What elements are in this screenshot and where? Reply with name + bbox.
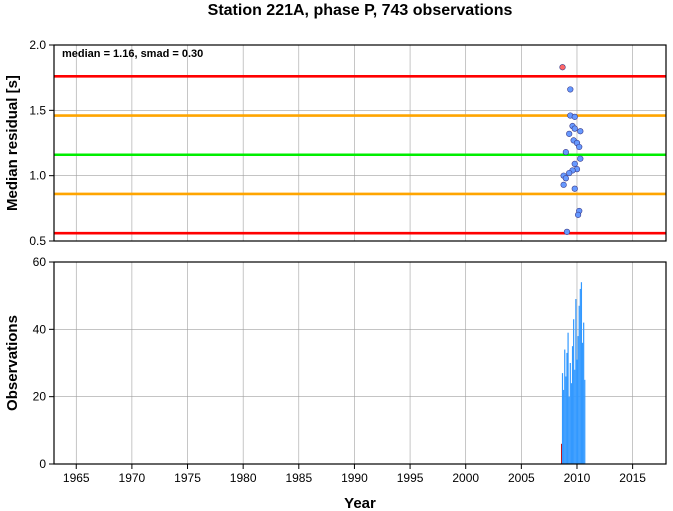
- observation-bar: [566, 352, 568, 464]
- data-point: [571, 113, 578, 120]
- data-point: [566, 130, 573, 137]
- data-point: [563, 228, 571, 235]
- outlier-point: [559, 64, 566, 71]
- observation-bar: [575, 299, 577, 464]
- observations-y-axis-label: Observations: [4, 315, 21, 411]
- y-tick-label: 40: [33, 322, 47, 336]
- x-tick-label: 1995: [397, 471, 424, 485]
- data-point: [571, 160, 578, 168]
- y-tick-label: 0: [39, 457, 46, 471]
- data-point: [577, 128, 584, 135]
- observation-bar: [573, 319, 575, 464]
- observation-bar: [577, 336, 579, 464]
- x-tick-label: 1980: [230, 471, 257, 485]
- observation-bar: [579, 288, 581, 464]
- x-tick-label: 1970: [119, 471, 146, 485]
- observation-bar: [570, 383, 573, 464]
- observation-bar: [569, 363, 571, 464]
- observation-bar: [584, 379, 586, 464]
- data-point: [560, 181, 567, 188]
- x-tick-label: 1975: [174, 471, 201, 485]
- y-tick-label: 1.5: [29, 103, 46, 117]
- data-point: [566, 169, 573, 177]
- y-tick-label: 20: [33, 390, 47, 404]
- observation-bar: [571, 346, 574, 464]
- y-tick-label: 0.5: [29, 234, 46, 248]
- y-tick-label: 2.0: [29, 38, 46, 52]
- observation-bar: [580, 282, 583, 464]
- observations-panel-frame: [53, 261, 667, 465]
- observation-bar: [561, 373, 564, 464]
- observation-bar: [565, 376, 567, 464]
- outlier-bar: [561, 443, 563, 464]
- x-tick-label: 1965: [63, 471, 90, 485]
- observation-bar: [574, 369, 576, 464]
- data-point: [562, 149, 569, 156]
- data-point: [562, 175, 569, 182]
- observation-bar: [568, 396, 570, 464]
- x-tick-label: 1990: [341, 471, 368, 485]
- observation-bar: [563, 389, 565, 464]
- x-axis-label: Year: [344, 495, 376, 511]
- data-point: [577, 155, 584, 162]
- observation-bar: [578, 305, 580, 464]
- data-point: [567, 86, 574, 93]
- data-point: [574, 211, 582, 218]
- data-point: [571, 125, 578, 132]
- x-tick-label: 2005: [508, 471, 535, 485]
- data-point: [571, 185, 578, 192]
- chart-title: Station 221A, phase P, 743 observations: [208, 2, 513, 19]
- y-tick-label: 1.0: [29, 169, 46, 183]
- data-point: [576, 143, 583, 151]
- observation-bar: [583, 322, 585, 464]
- observation-bar: [581, 342, 584, 464]
- observation-bar: [567, 332, 569, 464]
- x-tick-label: 1985: [285, 471, 312, 485]
- x-tick-label: 2015: [619, 471, 646, 485]
- x-tick-label: 2010: [564, 471, 591, 485]
- stats-annotation: median = 1.16, smad = 0.30: [62, 48, 203, 60]
- y-tick-label: 60: [33, 255, 47, 269]
- observations-panel: 0 20 40 60 1965 1970 1975 1980 1985 1990 1995 2000…: [4, 255, 667, 511]
- x-tick-label: 2000: [452, 471, 479, 485]
- observation-bar: [576, 359, 578, 464]
- observation-bar: [564, 349, 566, 464]
- residual-panel-frame: [53, 44, 667, 242]
- residual-panel: median = 1.16, smad = 0.30 0.51.01.52.0 …: [4, 38, 667, 248]
- residual-y-axis-label: Median residual [s]: [4, 75, 21, 211]
